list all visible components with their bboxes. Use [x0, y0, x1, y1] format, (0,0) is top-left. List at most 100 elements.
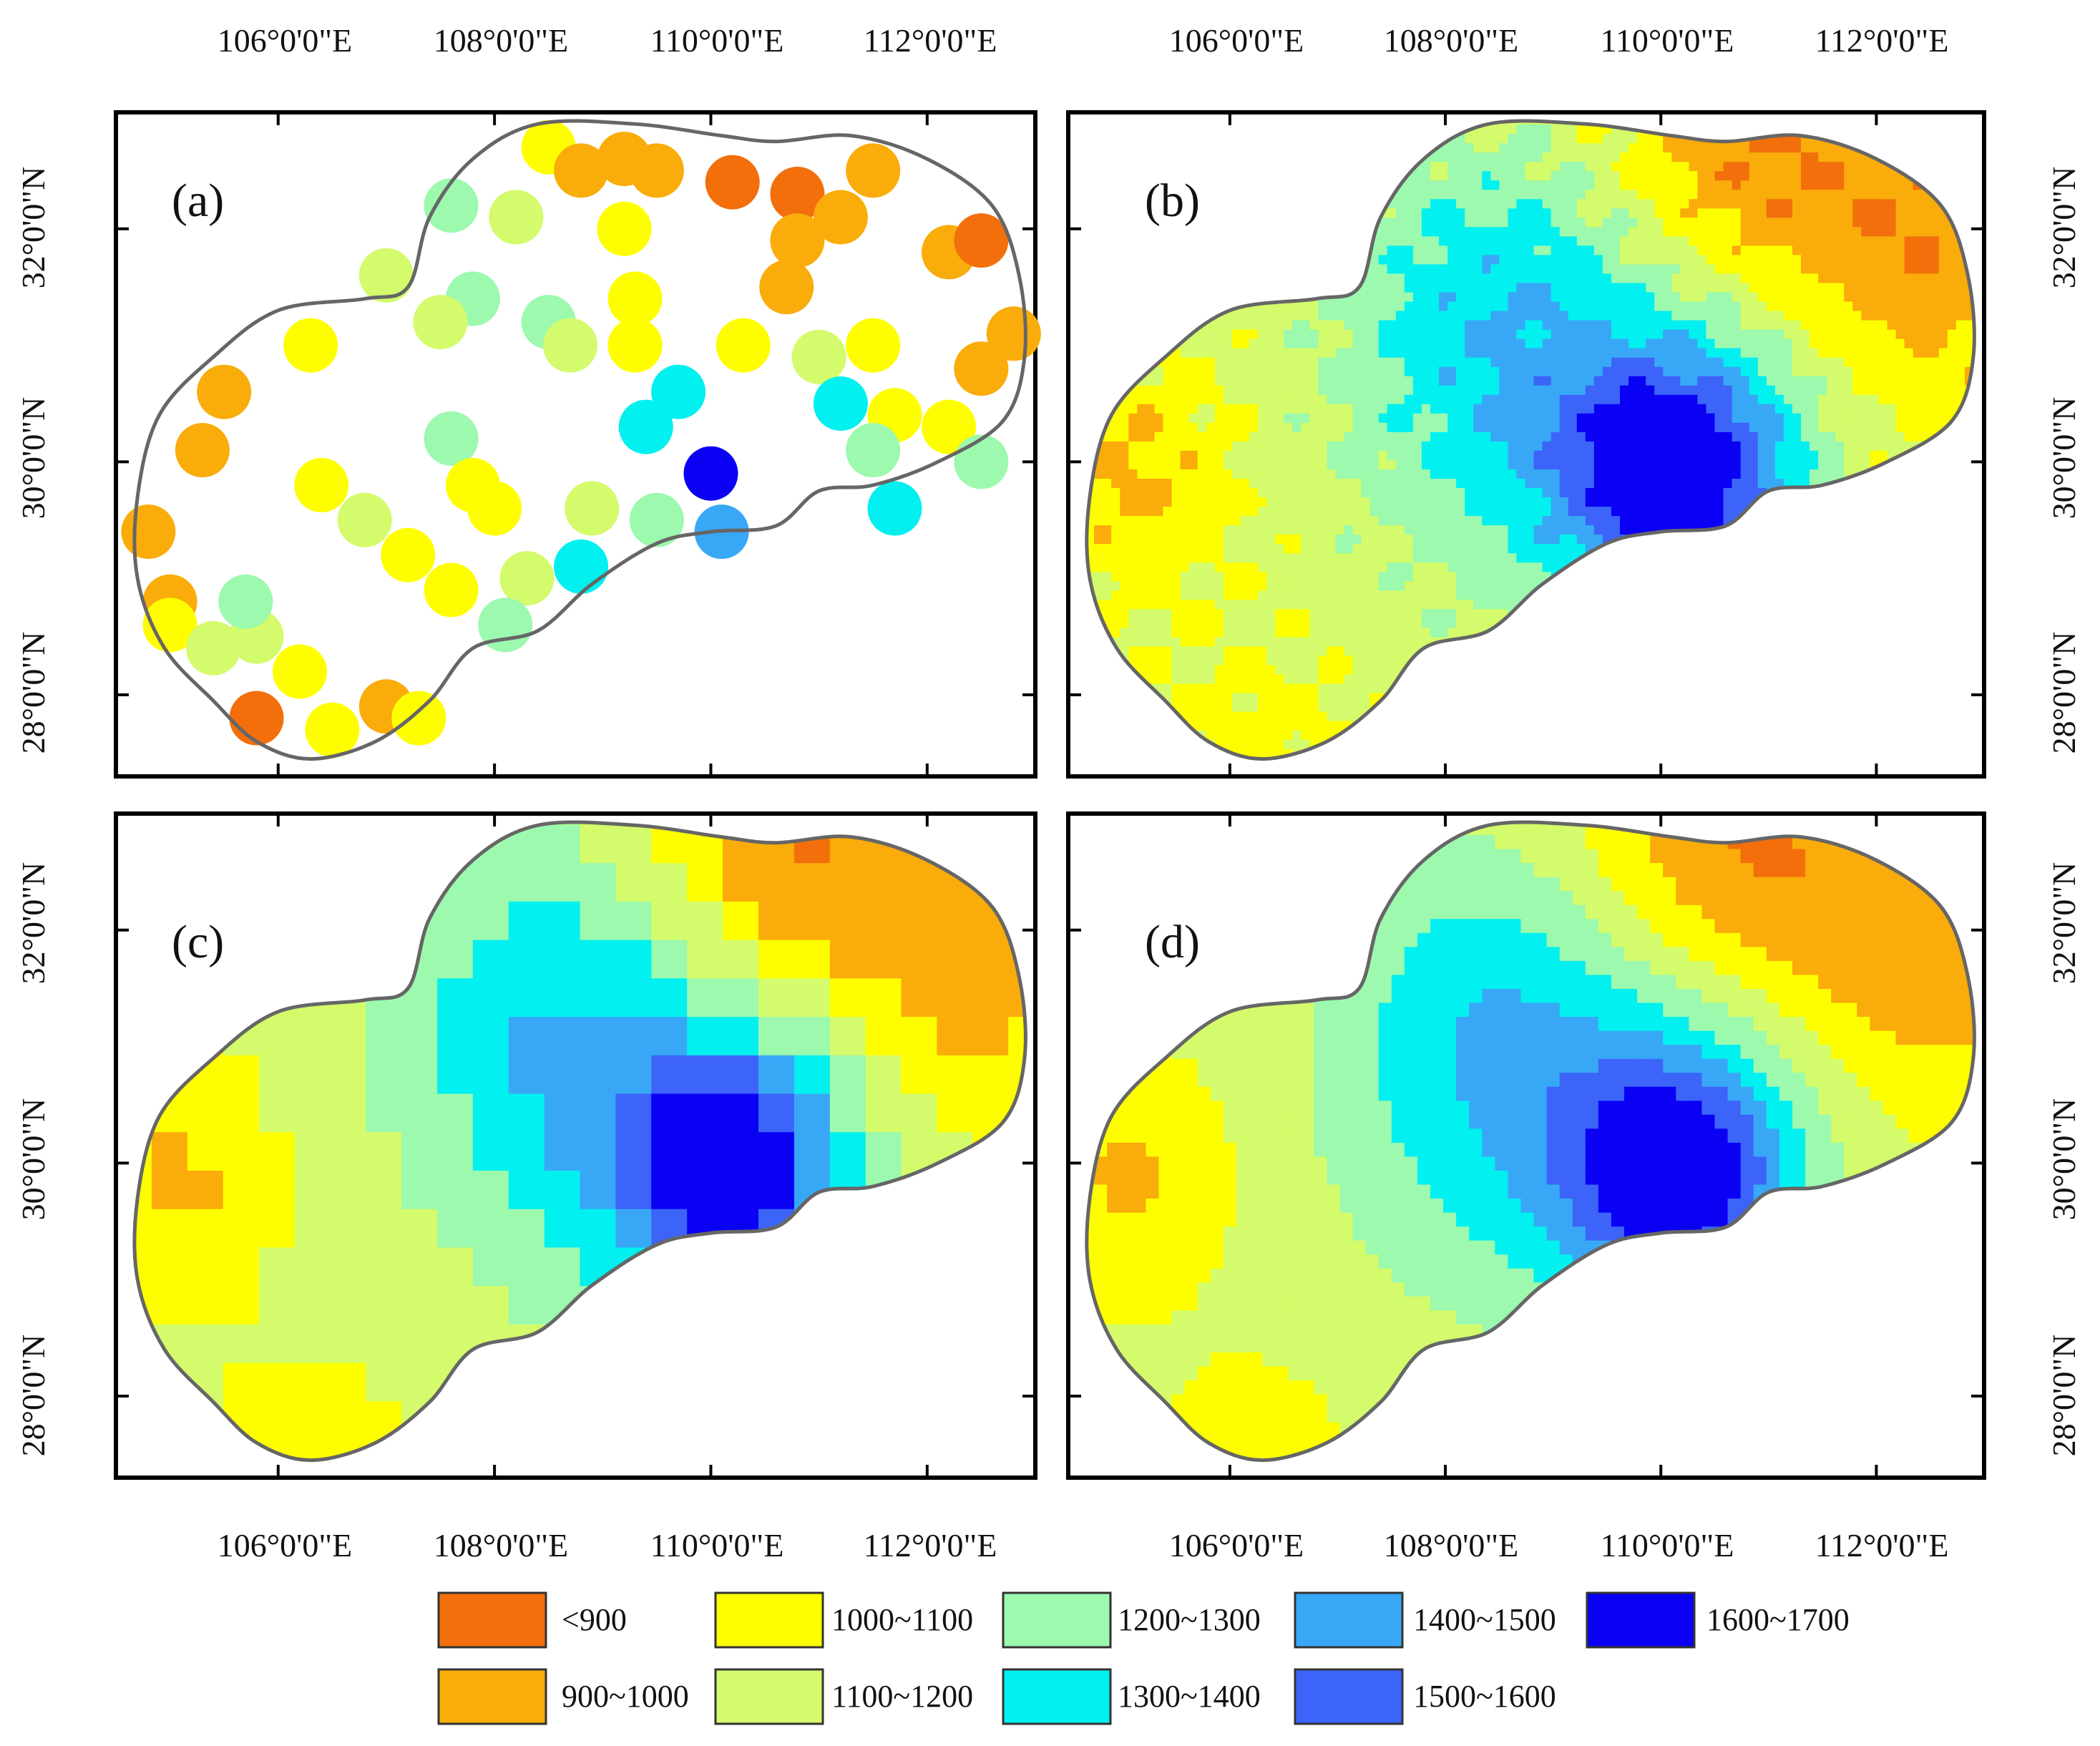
surface-cell — [1499, 198, 1509, 209]
surface-cell — [1378, 413, 1388, 423]
surface-cell — [1284, 664, 1293, 675]
surface-cell — [1258, 459, 1267, 469]
surface-cell — [1508, 254, 1518, 265]
surface-cell — [1542, 506, 1552, 517]
surface-cell — [1412, 413, 1422, 423]
surface-cell — [1214, 441, 1224, 451]
surface-cell — [1602, 413, 1612, 423]
surface-cell — [1473, 254, 1483, 265]
surface-cell — [1231, 664, 1241, 675]
surface-cell — [1128, 469, 1138, 479]
surface-cell — [1154, 590, 1164, 600]
surface-cell — [1292, 515, 1301, 526]
surface-cell — [1240, 469, 1250, 479]
surface-cell — [1542, 254, 1552, 265]
surface-cell — [1559, 198, 1569, 209]
surface-cell — [1206, 571, 1216, 582]
surface-cell — [1620, 459, 1629, 469]
surface-cell — [1292, 673, 1301, 684]
surface-cell — [1352, 534, 1362, 545]
surface-cell — [1473, 580, 1483, 591]
surface-cell — [1240, 525, 1250, 535]
surface-cell — [1585, 441, 1595, 451]
surface-cell — [1568, 301, 1578, 311]
surface-cell — [1611, 142, 1621, 153]
surface-cell — [1197, 645, 1207, 656]
surface-cell — [1412, 599, 1422, 610]
surface-cell — [1206, 375, 1216, 386]
surface-cell — [1525, 450, 1535, 460]
surface-cell — [1412, 590, 1422, 600]
surface-cell — [1628, 198, 1638, 209]
surface-cell — [1404, 599, 1414, 610]
surface-cell — [1206, 673, 1216, 684]
surface-cell — [1128, 506, 1138, 517]
surface-cell — [1344, 683, 1354, 693]
surface-cell — [1154, 571, 1164, 582]
surface-cell — [1525, 356, 1535, 367]
surface-cell — [1387, 263, 1397, 274]
surface-cell — [1516, 235, 1526, 246]
surface-cell — [1120, 599, 1130, 610]
surface-cell — [1482, 328, 1492, 339]
surface-cell — [1240, 636, 1250, 647]
surface-cell — [1206, 608, 1216, 619]
surface-cell — [1620, 525, 1629, 535]
surface-cell — [1146, 580, 1156, 591]
surface-cell — [1086, 534, 1095, 545]
surface-cell — [1412, 580, 1422, 591]
surface-cell — [1559, 301, 1569, 311]
surface-cell — [1249, 562, 1259, 572]
surface-cell — [1231, 683, 1241, 693]
surface-cell — [1456, 459, 1465, 469]
surface-cell — [1301, 701, 1311, 712]
surface-cell — [1128, 487, 1138, 497]
surface-cell — [1585, 422, 1595, 432]
surface-cell — [1628, 170, 1638, 181]
surface-cell — [1223, 664, 1233, 675]
surface-cell — [1447, 245, 1457, 255]
surface-cell — [1473, 375, 1483, 386]
surface-cell — [1086, 562, 1095, 572]
surface-cell — [1301, 636, 1311, 647]
surface-cell — [1284, 552, 1293, 563]
surface-cell — [1430, 469, 1440, 479]
surface-cell — [1646, 319, 1655, 330]
surface-cell — [1335, 422, 1345, 432]
surface-cell — [1439, 208, 1448, 218]
surface-cell — [1163, 543, 1173, 554]
surface-cell — [1231, 356, 1241, 367]
surface-cell — [1369, 580, 1379, 591]
surface-cell — [1473, 394, 1483, 404]
surface-cell — [1447, 571, 1457, 582]
surface-cell — [1344, 618, 1354, 628]
surface-cell — [1301, 543, 1311, 554]
surface-cell — [1550, 347, 1561, 358]
surface-cell — [1284, 459, 1293, 469]
surface-cell — [1465, 580, 1474, 591]
surface-cell — [1387, 319, 1397, 330]
station-point — [770, 167, 825, 221]
surface-cell — [1508, 124, 1518, 135]
surface-cell — [1602, 497, 1612, 507]
surface-cell — [1361, 552, 1371, 563]
surface-cell — [1240, 356, 1250, 367]
surface-cell — [1568, 543, 1578, 554]
surface-cell — [1086, 515, 1095, 526]
surface-cell — [1301, 729, 1311, 740]
surface-cell — [1249, 627, 1259, 638]
surface-cell — [1602, 487, 1612, 497]
surface-cell — [1266, 738, 1276, 749]
surface-cell — [1266, 338, 1276, 348]
surface-cell — [1231, 404, 1241, 414]
surface-cell — [1620, 404, 1629, 414]
surface-cell — [1611, 506, 1621, 517]
surface-cell — [1465, 301, 1474, 311]
station-point — [954, 213, 1009, 268]
surface-cell — [1593, 263, 1603, 274]
surface-cell — [1439, 189, 1448, 200]
surface-cell — [1611, 208, 1621, 218]
surface-cell — [1516, 580, 1526, 591]
surface-cell — [1430, 441, 1440, 451]
surface-cell — [1249, 711, 1259, 721]
